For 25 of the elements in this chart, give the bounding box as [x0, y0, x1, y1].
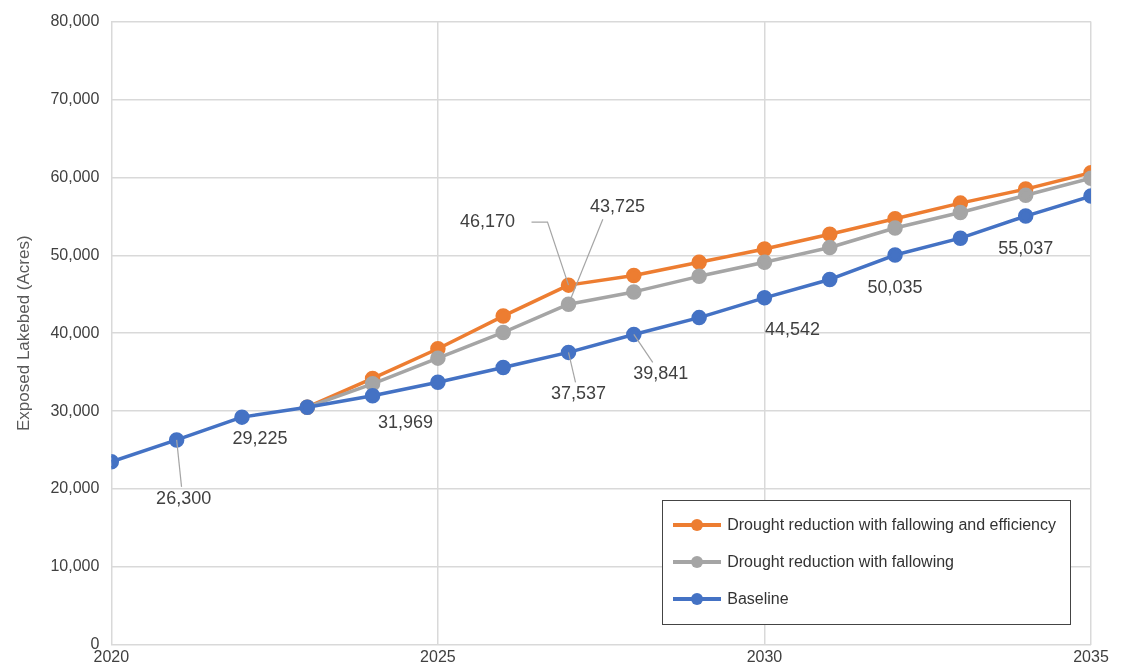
legend-label: Drought reduction with fallowing [727, 553, 955, 572]
x-tick-label: 2035 [1073, 647, 1109, 665]
data-label: 44,542 [764, 318, 820, 339]
legend-label: Baseline [727, 590, 789, 609]
y-tick-label: 40,000 [50, 323, 100, 341]
y-tick-label: 50,000 [50, 245, 100, 263]
y-tick-label: 20,000 [50, 479, 100, 497]
y-tick-label: 30,000 [50, 401, 100, 419]
y-tick-label: 70,000 [50, 89, 100, 107]
x-tick-label: 2025 [420, 647, 456, 665]
data-label: 39,841 [633, 363, 689, 384]
y-tick-label: 60,000 [50, 167, 100, 185]
data-label: 55,037 [998, 238, 1054, 259]
y-tick-label: 80,000 [50, 12, 100, 30]
y-tick-label: 10,000 [50, 557, 100, 575]
data-label: 37,537 [550, 383, 607, 404]
data-label: 26,300 [156, 487, 212, 508]
legend-label: Drought reduction with fallowing and efficiency [727, 516, 1056, 535]
y-axis-title: Exposed Lakebed (Acres) [13, 235, 33, 431]
data-label: 43,725 [589, 196, 646, 217]
data-label: 50,035 [867, 277, 923, 297]
x-tick-label: 2030 [746, 647, 783, 665]
data-label: 31,969 [378, 411, 434, 432]
data-label: 29,225 [232, 428, 288, 449]
data-label: 46,170 [459, 211, 516, 232]
